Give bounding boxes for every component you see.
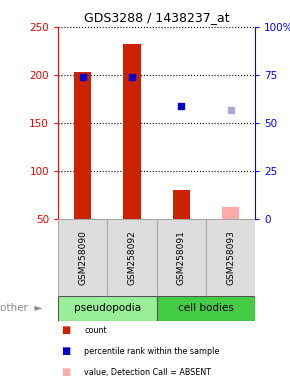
Bar [58,296,157,321]
Bar [222,207,239,219]
Text: GSM258091: GSM258091 [177,230,186,285]
Text: GSM258092: GSM258092 [127,230,137,285]
Bar [107,219,157,296]
Bar [123,44,141,219]
Bar [173,190,190,219]
Text: percentile rank within the sample: percentile rank within the sample [84,347,220,356]
Text: ■: ■ [61,325,70,335]
Bar [58,219,107,296]
Text: other  ►: other ► [0,303,42,313]
Bar [157,219,206,296]
Text: GSM258093: GSM258093 [226,230,235,285]
Text: value, Detection Call = ABSENT: value, Detection Call = ABSENT [84,368,211,377]
Text: pseudopodia: pseudopodia [74,303,141,313]
Text: GSM258090: GSM258090 [78,230,87,285]
Text: ■: ■ [61,346,70,356]
Text: ■: ■ [61,367,70,377]
Text: count: count [84,326,107,335]
Bar [74,72,91,219]
Bar [157,296,255,321]
Bar [206,219,255,296]
Text: cell bodies: cell bodies [178,303,234,313]
Title: GDS3288 / 1438237_at: GDS3288 / 1438237_at [84,11,229,24]
